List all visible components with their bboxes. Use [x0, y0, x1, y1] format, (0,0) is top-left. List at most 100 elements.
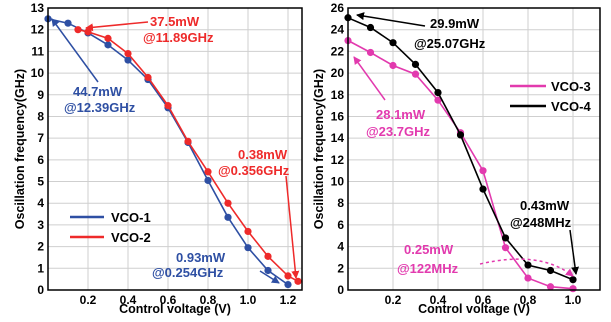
data-point-vco-2 [184, 137, 192, 146]
annotation-line: @12.39GHz [64, 100, 136, 115]
x-tick-label: 0.6 [160, 293, 177, 307]
data-point-vco-2 [294, 277, 302, 285]
data-point-vco-3 [434, 96, 442, 104]
y-tick-label: 4 [37, 196, 44, 210]
y-tick-label: 2 [37, 240, 44, 254]
y-tick-label: 16 [331, 109, 345, 123]
annotation-vco-1-start: 44.7mW @12.39GHz [51, 18, 136, 115]
y-tick-label: 4 [337, 240, 344, 254]
legend-label-vco-4: VCO-4 [551, 99, 592, 114]
y-tick-label: 5 [37, 175, 44, 189]
data-point-vco-1 [284, 280, 292, 289]
data-point-vco-4 [366, 23, 375, 32]
series-line-vco-4 [347, 17, 574, 281]
y-tick-label: 26 [331, 1, 345, 15]
annotation-line: @122MHz [397, 261, 459, 276]
data-point-vco-2 [284, 272, 292, 280]
right-y-axis-label: Oscillation frequency(GHz) [312, 69, 326, 229]
right-plot-frame [347, 7, 601, 291]
annotation-vco-4-start: 29.9mW @25.07GHz [356, 12, 486, 51]
annotation-line: 0.93mW [176, 250, 226, 265]
data-point-vco-1 [204, 176, 212, 185]
data-point-vco-4 [569, 276, 577, 284]
y-tick-label: 0 [337, 283, 344, 297]
data-point-vco-1 [264, 266, 272, 275]
right-x-axis-label: Control voltage (V) [418, 302, 530, 316]
data-point-vco-3 [366, 48, 375, 57]
left-series [44, 15, 302, 289]
annotation-line: 0.38mW [238, 147, 288, 162]
data-point-vco-2 [204, 168, 212, 176]
y-tick-label: 10 [31, 66, 45, 80]
legend-label-vco-1: VCO-1 [111, 210, 151, 225]
data-point-vco-4 [456, 131, 465, 139]
annotation-line: 37.5mW [150, 14, 200, 29]
series-line-vco-3 [347, 39, 574, 290]
data-point-vco-2 [74, 26, 82, 34]
right-legend: VCO-3 VCO-4 [510, 79, 592, 114]
annotation-vco-2-start: 37.5mW @11.89GHz [85, 14, 214, 45]
y-tick-label: 11 [31, 44, 44, 58]
annotation-line: 28.1mW [376, 107, 426, 122]
data-point-vco-2 [264, 252, 272, 260]
right-series [344, 14, 577, 293]
x-tick-label: 0.8 [520, 293, 537, 307]
data-point-vco-3 [479, 167, 487, 175]
y-tick-label: 14 [331, 131, 345, 145]
data-point-vco-2 [104, 34, 112, 42]
data-point-vco-3 [501, 244, 510, 252]
left-x-axis-label: Control voltage (V) [119, 302, 231, 316]
data-point-vco-2 [144, 73, 152, 82]
y-tick-label: 2 [337, 261, 344, 275]
data-point-vco-1 [104, 41, 112, 49]
x-tick-label: 1.2 [280, 293, 297, 307]
data-point-vco-2 [124, 49, 132, 58]
data-point-vco-3 [546, 283, 555, 291]
data-point-vco-4 [434, 89, 442, 97]
y-tick-label: 8 [37, 109, 44, 123]
left-plot-frame [47, 7, 303, 291]
data-point-vco-1 [244, 244, 252, 252]
legend-label-vco-2: VCO-2 [111, 230, 151, 245]
annotation-vco-3-start: 28.1mW @23.7GHz [353, 56, 430, 139]
annotation-vco-4-end: 0.43mW @248MHz [510, 198, 580, 275]
y-tick-label: 6 [337, 218, 344, 232]
data-point-vco-1 [64, 19, 72, 27]
x-tick-label: 0.6 [475, 293, 492, 307]
y-tick-label: 8 [337, 196, 344, 210]
y-tick-label: 24 [331, 23, 345, 37]
data-point-vco-3 [569, 285, 577, 293]
annotation-line: 29.9mW [430, 16, 480, 31]
annotation-line: @11.89GHz [143, 30, 214, 45]
x-tick-label: 0.8 [200, 293, 217, 307]
y-tick-label: 0 [37, 283, 44, 297]
y-tick-label: 12 [31, 23, 45, 37]
data-point-vco-4 [546, 266, 555, 275]
annotation-line: @0.356GHz [218, 163, 290, 178]
x-tick-label: 1.0 [565, 293, 582, 307]
data-point-vco-2 [164, 102, 172, 110]
left-grid [48, 7, 302, 291]
left-y-axis-label: Oscillation frequency(GHz) [13, 69, 27, 229]
x-tick-label: 0.4 [430, 293, 447, 307]
annotation-line: 0.43mW [520, 198, 570, 213]
annotation-vco-3-end: 0.25mW @122MHz [397, 242, 574, 277]
annotation-line: @0.254GHz [152, 265, 224, 280]
data-point-vco-2 [244, 227, 252, 236]
y-tick-label: 3 [37, 218, 44, 232]
annotation-line: @248MHz [510, 215, 572, 230]
data-point-vco-1 [224, 213, 232, 221]
data-point-vco-3 [389, 61, 397, 70]
legend-label-vco-3: VCO-3 [551, 79, 591, 94]
annotation-line: 44.7mW [73, 84, 123, 99]
y-tick-label: 9 [37, 88, 44, 102]
annotation-line: @25.07GHz [414, 36, 486, 51]
y-tick-label: 22 [331, 44, 345, 58]
x-tick-label: 1.0 [240, 293, 257, 307]
y-tick-label: 12 [331, 153, 345, 167]
